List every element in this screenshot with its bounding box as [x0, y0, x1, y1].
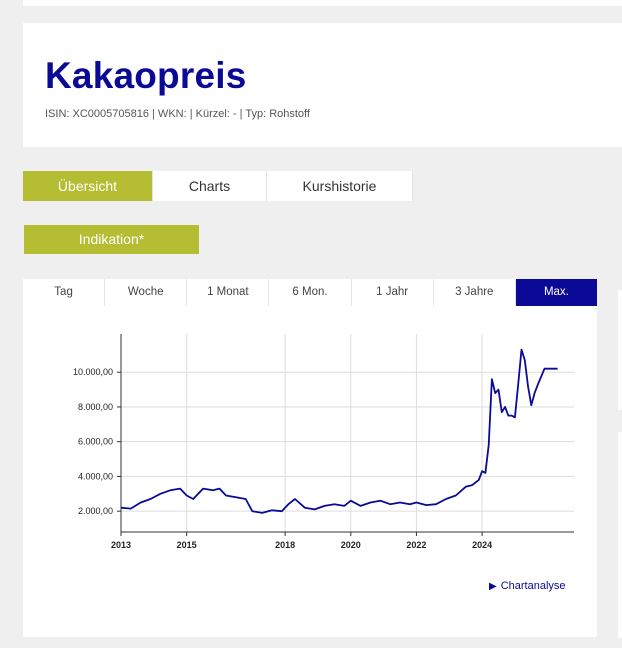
price-series-line	[120, 348, 558, 514]
range-tag[interactable]: Tag	[23, 279, 106, 306]
x-tick-label: 2024	[472, 540, 492, 550]
chart-analysis-link[interactable]: ▶ Chartanalyse	[489, 580, 566, 592]
indication-button[interactable]: Indikation*	[24, 225, 199, 254]
tab-uebersicht[interactable]: Übersicht	[23, 171, 153, 201]
range-max[interactable]: Max.	[515, 279, 597, 306]
price-chart: 2.000,00 4.000,00 6.000,00 8.000,00 10.000,0…	[73, 334, 574, 550]
range-3-jahre[interactable]: 3 Jahre	[434, 279, 516, 306]
side-panel-edge	[618, 432, 622, 638]
tab-charts[interactable]: Charts	[153, 171, 267, 201]
range-1-monat[interactable]: 1 Monat	[187, 279, 270, 306]
y-tick-label: 4.000,00	[78, 471, 113, 481]
side-panel-edge	[618, 290, 622, 410]
play-triangle-icon: ▶	[489, 581, 497, 592]
x-tick-label: 2018	[275, 540, 295, 550]
y-tick-label: 10.000,00	[73, 367, 113, 377]
x-tick-label: 2013	[111, 540, 131, 550]
range-1-jahr[interactable]: 1 Jahr	[352, 279, 434, 306]
range-6-mon[interactable]: 6 Mon.	[269, 279, 352, 306]
x-tick-label: 2022	[406, 540, 426, 550]
y-tick-label: 8.000,00	[78, 402, 113, 412]
instrument-header: Kakaopreis ISIN: XC0005705816 | WKN: | K…	[23, 23, 622, 147]
y-tick-label: 6.000,00	[78, 437, 113, 447]
tab-bar: Übersicht Charts Kurshistorie	[23, 171, 413, 201]
range-woche[interactable]: Woche	[105, 279, 188, 306]
y-tick-label: 2.000,00	[78, 506, 113, 516]
x-tick-label: 2015	[177, 540, 197, 550]
page-title: Kakaopreis	[45, 55, 247, 96]
chart-analysis-label: Chartanalyse	[500, 580, 566, 592]
instrument-meta: ISIN: XC0005705816 | WKN: | Kürzel: - | …	[45, 108, 310, 120]
top-strip	[23, 0, 622, 6]
x-tick-label: 2020	[341, 540, 361, 550]
tab-kurshistorie[interactable]: Kurshistorie	[267, 171, 413, 201]
price-chart-panel: 2.000,00 4.000,00 6.000,00 8.000,00 10.000,0…	[23, 306, 597, 637]
range-selector: Tag Woche 1 Monat 6 Mon. 1 Jahr 3 Jahre …	[23, 279, 597, 306]
